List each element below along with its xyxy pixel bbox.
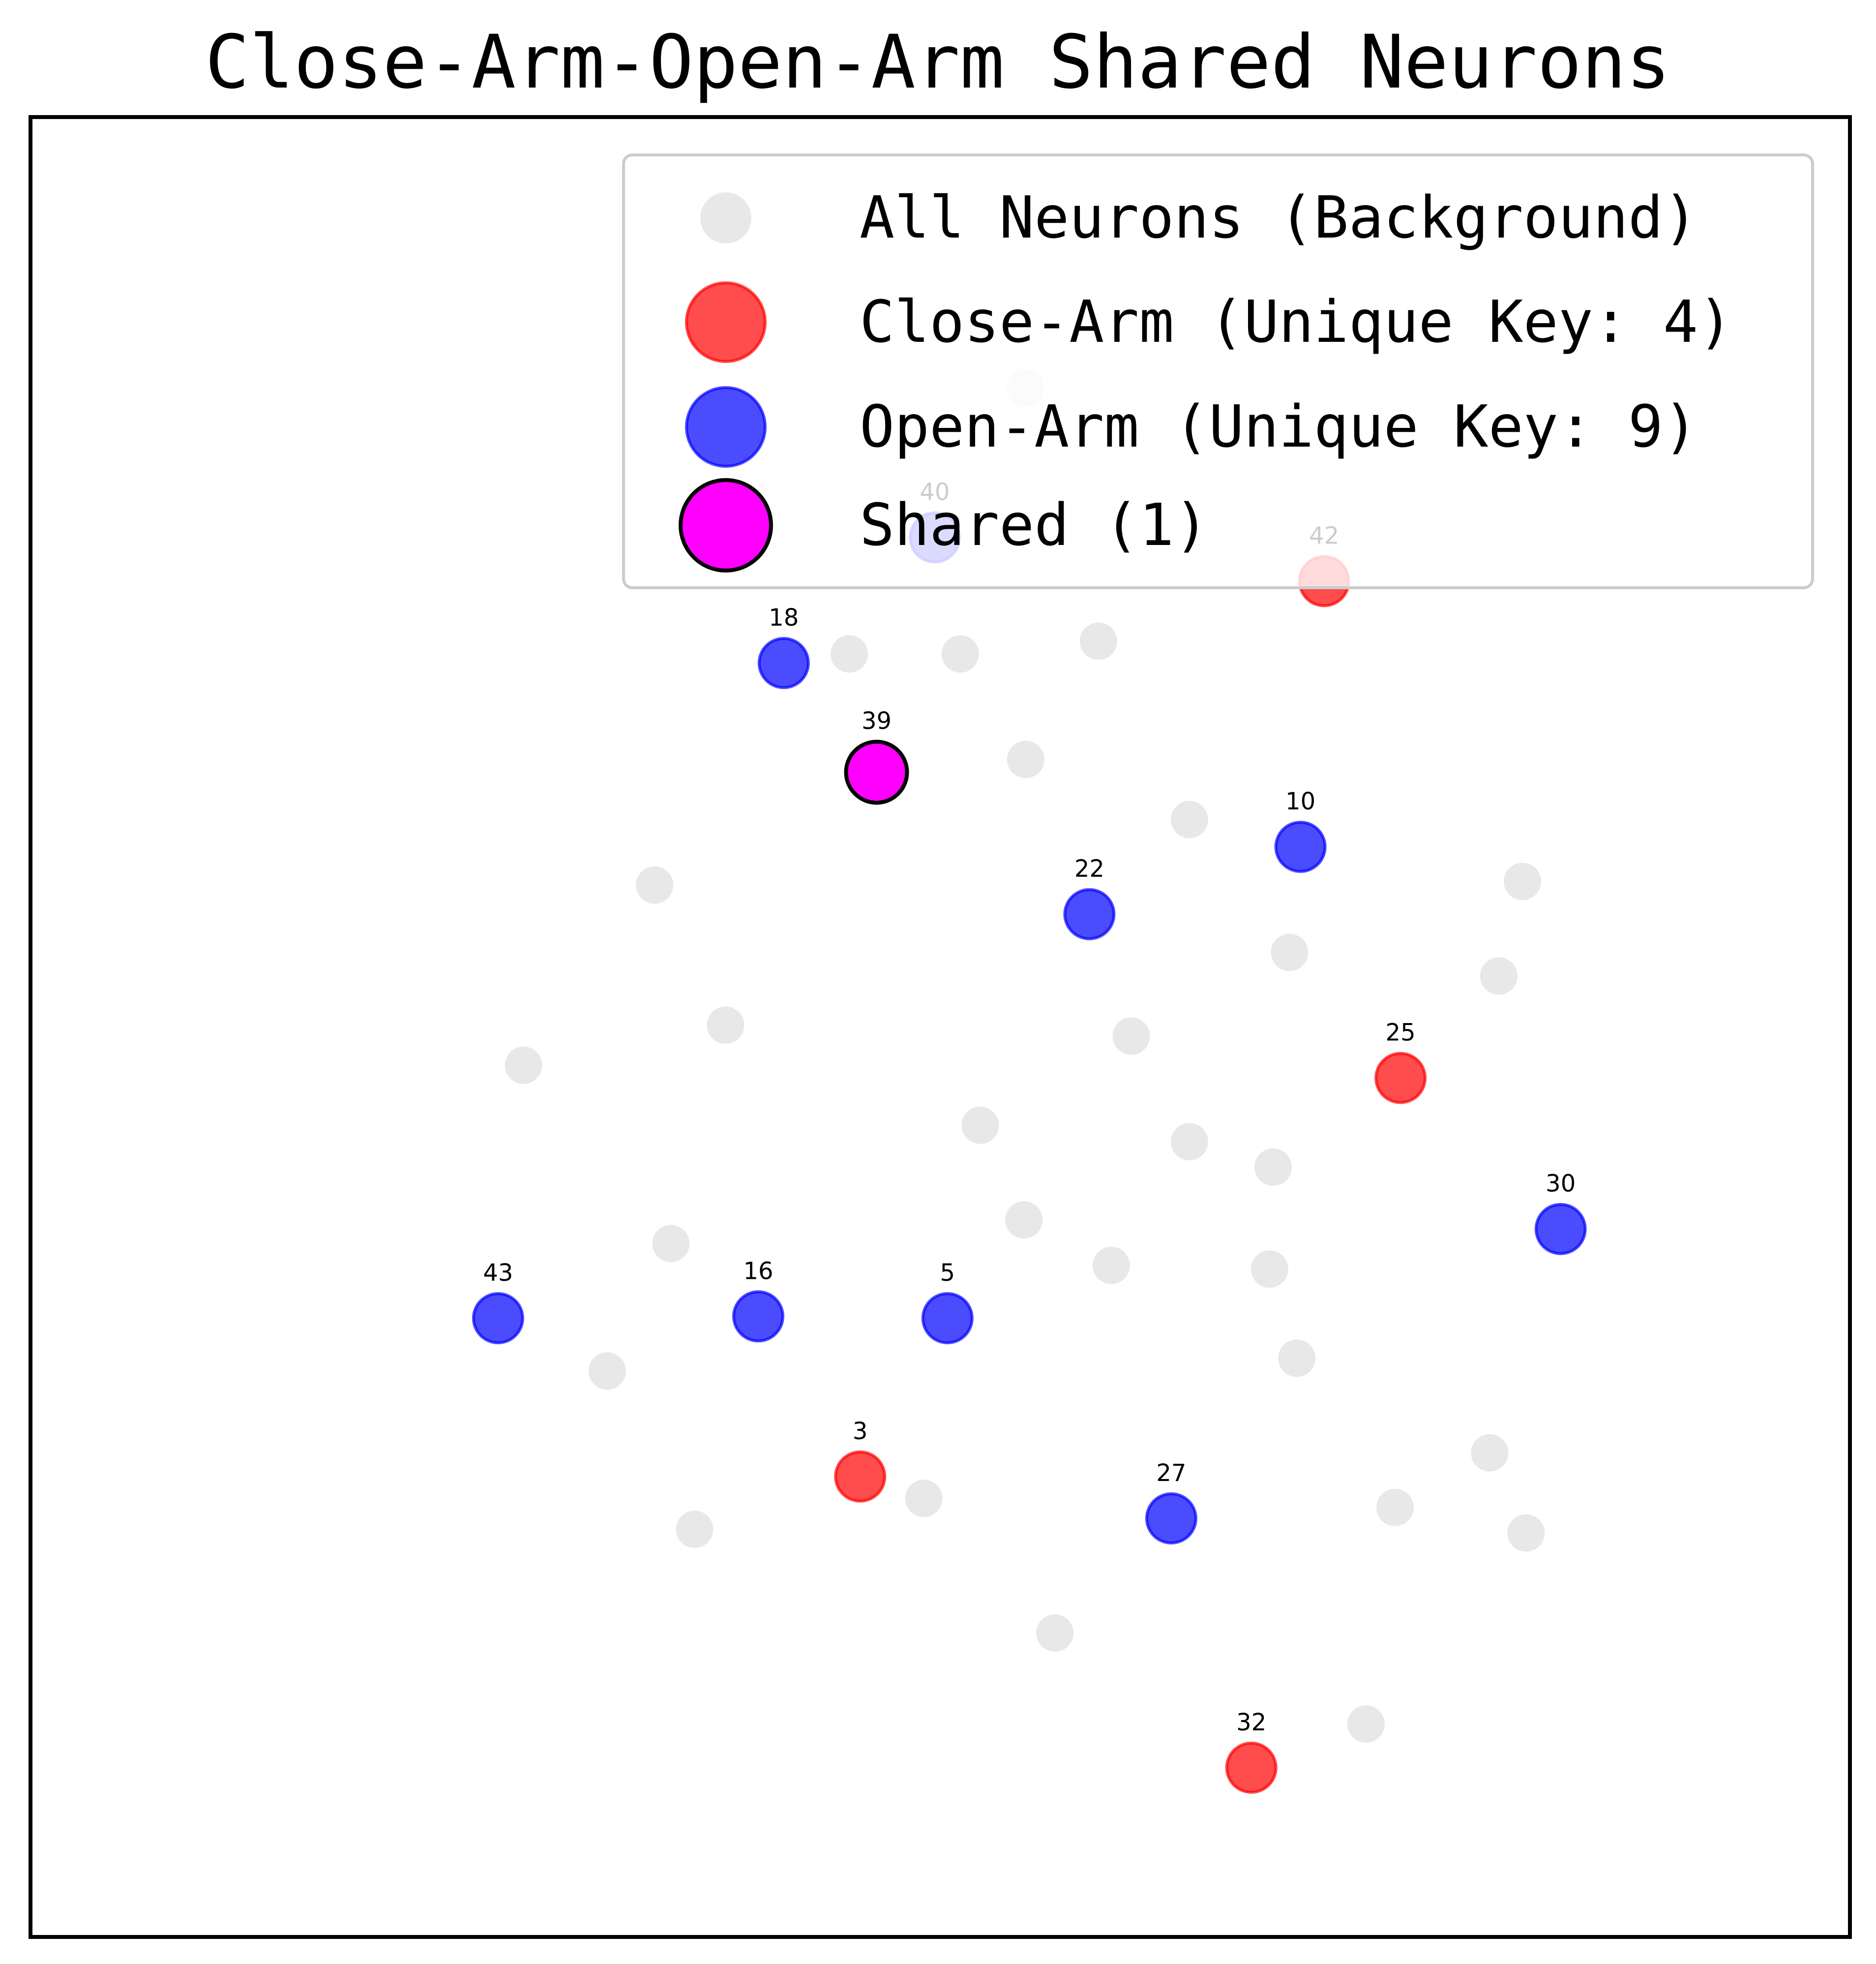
background-neuron-point <box>1170 801 1208 839</box>
point-label: 5 <box>940 1259 955 1287</box>
point-label: 18 <box>769 604 799 632</box>
open-arm-neuron-point <box>1534 1203 1587 1255</box>
background-neuron-point <box>1007 741 1044 779</box>
legend-marker-shared <box>679 478 773 573</box>
open-arm-neuron-point <box>757 637 810 689</box>
background-neuron-point <box>831 635 868 673</box>
point-label: 43 <box>483 1259 513 1287</box>
open-arm-neuron-point <box>1145 1492 1197 1544</box>
legend-entries: All Neurons (Background) Close-Arm (Uniqu… <box>679 183 1733 573</box>
legend-marker-background <box>700 192 751 243</box>
point-label: 27 <box>1156 1459 1186 1487</box>
shared-neuron-point <box>844 740 909 805</box>
point-label: 10 <box>1285 788 1315 816</box>
background-neuron-point <box>652 1225 690 1263</box>
open-arm-neuron-point <box>1274 820 1327 873</box>
background-neuron-point <box>1170 1123 1208 1161</box>
background-neuron-point <box>588 1352 626 1390</box>
open-arm-neuron-point <box>921 1292 974 1344</box>
legend-marker-close-arm <box>685 281 767 363</box>
plot-frame <box>29 115 1852 1939</box>
background-neuron-point <box>505 1046 542 1084</box>
open-arm-neuron-point <box>732 1290 784 1343</box>
point-label: 3 <box>853 1418 868 1445</box>
background-neuron-point <box>676 1511 714 1548</box>
legend-box <box>622 153 1814 589</box>
background-neuron-point <box>1271 934 1309 971</box>
background-neuron-point <box>1005 1201 1043 1239</box>
close-arm-neuron-point <box>1374 1052 1427 1104</box>
chart-title: Close-Arm-Open-Arm Shared Neurons <box>205 20 1670 105</box>
background-neuron-point <box>1079 622 1117 660</box>
legend-label-open-arm: Open-Arm (Unique Key: 9) <box>860 393 1698 460</box>
background-neuron-point <box>636 866 674 904</box>
background-neuron-point <box>1376 1488 1414 1526</box>
background-neuron-point <box>1092 1246 1130 1284</box>
legend-label-background: All Neurons (Background) <box>860 183 1698 251</box>
point-label: 25 <box>1386 1019 1416 1047</box>
point-label: 30 <box>1546 1170 1576 1198</box>
background-neuron-point <box>1504 863 1541 900</box>
close-arm-neuron-point <box>834 1450 887 1503</box>
background-neuron-point <box>1278 1339 1316 1377</box>
legend-marker-open-arm <box>685 386 767 468</box>
background-neuron-point <box>1347 1705 1385 1743</box>
background-neuron-point <box>707 1006 744 1044</box>
point-label: 16 <box>743 1257 773 1285</box>
background-neuron-point <box>1112 1017 1150 1055</box>
open-arm-neuron-point <box>1063 888 1116 940</box>
point-label: 32 <box>1236 1709 1266 1736</box>
legend: All Neurons (Background) Close-Arm (Uniqu… <box>622 153 1814 589</box>
background-neuron-point <box>1480 957 1518 995</box>
background-neuron-point <box>1036 1614 1074 1652</box>
legend-label-close-arm: Close-Arm (Unique Key: 4) <box>860 288 1733 356</box>
legend-label-shared: Shared (1) <box>860 491 1209 559</box>
background-neuron-point <box>905 1480 943 1517</box>
background-neuron-point <box>961 1106 999 1144</box>
close-arm-neuron-point <box>1225 1741 1278 1794</box>
background-neuron-point <box>1251 1250 1288 1288</box>
open-arm-neuron-point <box>472 1292 524 1344</box>
background-neuron-point <box>1471 1434 1509 1472</box>
background-neuron-point <box>941 635 979 673</box>
background-neuron-point <box>1254 1148 1292 1186</box>
point-label: 39 <box>862 707 892 735</box>
point-label: 22 <box>1074 855 1104 883</box>
background-neuron-point <box>1507 1514 1545 1552</box>
